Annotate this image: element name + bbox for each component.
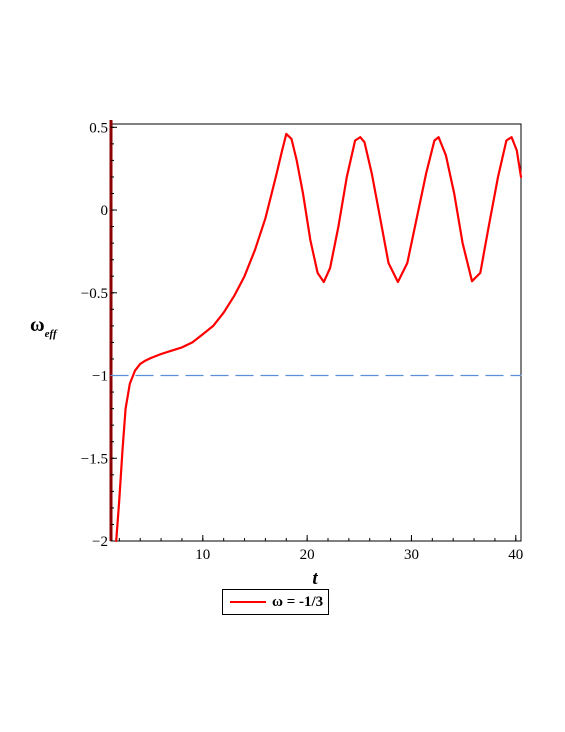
x-tick-label: 20: [300, 547, 315, 563]
y-tick-label: 0: [101, 203, 109, 219]
x-axis-title: t: [312, 568, 318, 589]
y-axis-title: ωeff: [30, 314, 58, 340]
series-layer: [110, 132, 523, 543]
tick-labels: 0.5 0 −0.5 −1 −1.5 −2 10 20 30 40: [81, 120, 524, 563]
y-axis-title-main: ω: [30, 314, 45, 336]
y-axis-title-subscript: eff: [45, 328, 58, 340]
x-tick-label: 30: [404, 547, 419, 563]
omega-eff-series: [115, 132, 523, 543]
axis-ticks: [111, 126, 517, 542]
plot-frame: [109, 120, 522, 542]
y-tick-label: −2: [92, 534, 108, 550]
x-tick-label: 40: [508, 547, 523, 563]
legend: ω = -1/3: [222, 589, 329, 615]
y-tick-label: 0.5: [89, 120, 108, 136]
y-tick-label: −1: [92, 369, 108, 385]
legend-label: ω = -1/3: [272, 593, 324, 610]
plot-border: [110, 123, 522, 542]
x-tick-label: 10: [195, 547, 210, 563]
y-tick-label: −0.5: [81, 286, 108, 302]
y-tick-label: −1.5: [81, 451, 108, 467]
legend-swatch: [230, 601, 266, 603]
